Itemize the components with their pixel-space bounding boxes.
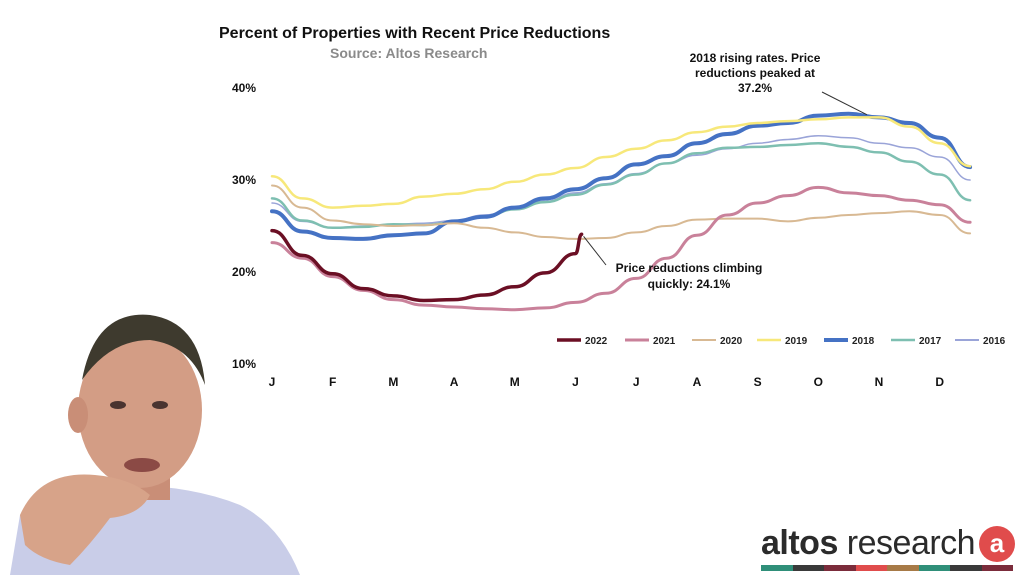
x-tick-label: A <box>450 375 459 389</box>
series-line-2020 <box>271 184 972 240</box>
series-line-2019 <box>270 116 972 209</box>
x-tick-label: D <box>935 375 944 389</box>
brand-stripe <box>761 565 1013 571</box>
brand-wordmark: altos research <box>761 524 976 562</box>
x-tick-label: J <box>633 375 640 389</box>
y-tick-label: 10% <box>232 357 256 371</box>
legend-label: 2018 <box>852 336 875 347</box>
annotation-leader <box>583 235 607 266</box>
annotation-text: quickly: 24.1% <box>648 277 731 291</box>
legend: 2022 2021 2020 2019 2018 2017 2016 <box>557 336 1006 347</box>
brand-name-bold: altos <box>761 524 838 562</box>
brand-stripe-segment <box>792 565 824 571</box>
legend-item-2016: 2016 <box>955 336 1006 347</box>
legend-item-2019: 2019 <box>757 336 808 347</box>
brand-name-rest: research <box>837 524 976 562</box>
legend-item-2022: 2022 <box>557 336 608 347</box>
annotation-text: 2018 rising rates. Price <box>690 51 821 65</box>
legend-item-2017: 2017 <box>891 336 942 347</box>
series-lines <box>270 111 973 312</box>
brand-stripe-segment <box>950 565 982 571</box>
y-tick-label: 40% <box>232 81 256 95</box>
x-tick-label: O <box>814 375 823 389</box>
x-tick-label: S <box>754 375 762 389</box>
series-line-2017 <box>270 141 972 230</box>
x-tick-label: N <box>875 375 884 389</box>
brand-stripe-segment <box>918 565 950 571</box>
legend-label: 2020 <box>720 336 743 347</box>
x-tick-label: J <box>269 375 276 389</box>
series-line-2021 <box>270 185 972 312</box>
person-video-icon <box>10 314 300 575</box>
annotation-text: reductions peaked at <box>695 66 815 80</box>
x-tick-label: A <box>693 375 702 389</box>
y-axis-ticks: 40% 30% 20% 10% <box>232 81 256 371</box>
series-line-2018 <box>270 111 973 241</box>
y-tick-label: 30% <box>232 173 256 187</box>
series-line-2022 <box>270 228 584 303</box>
legend-label: 2019 <box>785 336 808 347</box>
annotation-text: 37.2% <box>738 81 772 95</box>
brand-stripe-segment <box>887 565 919 571</box>
x-tick-label: J <box>572 375 579 389</box>
legend-label: 2021 <box>653 336 676 347</box>
brand-stripe-segment <box>855 565 887 571</box>
legend-label: 2022 <box>585 336 608 347</box>
brand-stripe-segment <box>824 565 856 571</box>
brand-stripe-segment <box>761 565 793 571</box>
brand-badge-icon: a <box>979 526 1015 562</box>
legend-label: 2016 <box>983 336 1006 347</box>
presenter-video <box>10 314 300 575</box>
brand-logo: altos research a <box>757 520 1019 572</box>
chart-subtitle: Source: Altos Research <box>330 45 487 61</box>
legend-item-2021: 2021 <box>625 336 676 347</box>
annotation-leader <box>821 91 868 116</box>
annotation-text: Price reductions climbing <box>616 261 763 275</box>
y-tick-label: 20% <box>232 265 256 279</box>
legend-item-2018: 2018 <box>824 336 875 347</box>
chart-title: Percent of Properties with Recent Price … <box>219 25 610 42</box>
x-tick-label: M <box>388 375 398 389</box>
x-tick-label: F <box>329 375 336 389</box>
x-tick-label: M <box>510 375 520 389</box>
brand-stripe-segment <box>981 565 1013 571</box>
legend-item-2020: 2020 <box>692 336 743 347</box>
legend-label: 2017 <box>919 336 942 347</box>
